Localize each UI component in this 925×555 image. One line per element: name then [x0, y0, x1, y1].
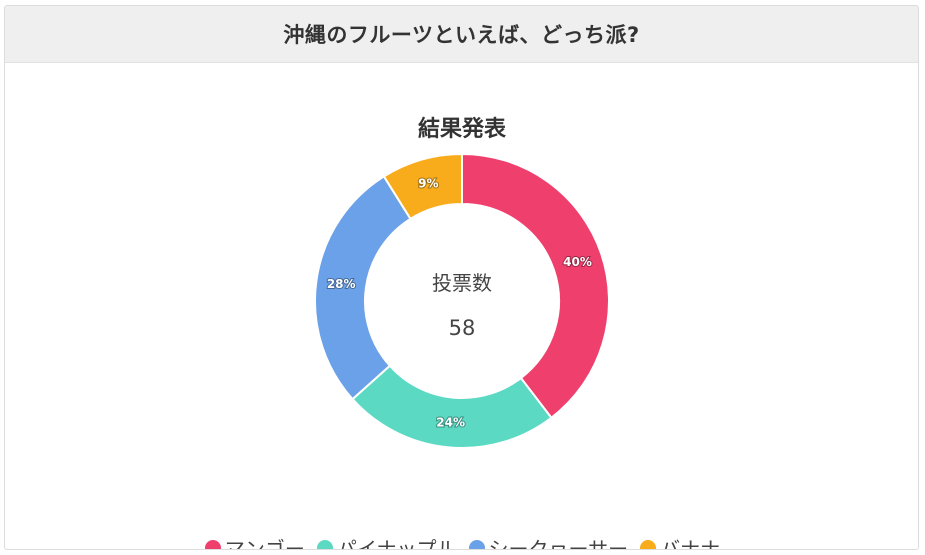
legend-label: パイナップル	[336, 537, 457, 550]
poll-result-card: 沖縄のフルーツといえば、どっち派? 結果発表 40% 24% 28% 9% 投票数 5…	[4, 5, 919, 550]
slice-1[interactable]	[461, 152, 610, 420]
slice-2[interactable]	[351, 364, 553, 449]
legend-label: シークヮーサー	[488, 537, 629, 550]
slice-label-2: 24%	[436, 415, 465, 429]
legend-label: バナナ	[660, 537, 721, 550]
card-header: 沖縄のフルーツといえば、どっち派?	[5, 6, 918, 63]
slice-3[interactable]	[314, 175, 412, 401]
chart-legend: マンゴー パイナップル シークヮーサー バナナ	[5, 533, 918, 550]
legend-swatch	[468, 539, 485, 549]
legend-swatch	[316, 539, 333, 549]
legend-label: マンゴー	[224, 537, 305, 550]
slice-label-3: 28%	[327, 277, 356, 291]
legend-swatch	[640, 539, 657, 549]
slice-labels: 40% 24% 28% 9%	[326, 176, 593, 431]
legend-item-1[interactable]: マンゴー	[204, 533, 305, 550]
doughnut-slices	[314, 152, 610, 449]
slice-label-4: 9%	[418, 177, 438, 191]
legend-item-3[interactable]: シークヮーサー	[468, 533, 629, 550]
doughnut-chart: 結果発表 40% 24% 28% 9% 投票数 58	[314, 116, 610, 449]
center-label: 投票数	[432, 271, 492, 295]
legend-item-4[interactable]: バナナ	[640, 533, 721, 550]
slice-label-1: 40%	[563, 255, 592, 269]
vote-count: 58	[449, 316, 476, 340]
card-title: 沖縄のフルーツといえば、どっち派?	[283, 23, 640, 47]
chart-area: 結果発表 40% 24% 28% 9% 投票数 58 マンゴー パイナップル シークヮーサ…	[5, 63, 918, 550]
chart-title: 結果発表	[418, 116, 507, 142]
legend-item-2[interactable]: パイナップル	[316, 533, 457, 550]
slice-4[interactable]	[382, 152, 463, 221]
legend-swatch	[204, 539, 221, 549]
